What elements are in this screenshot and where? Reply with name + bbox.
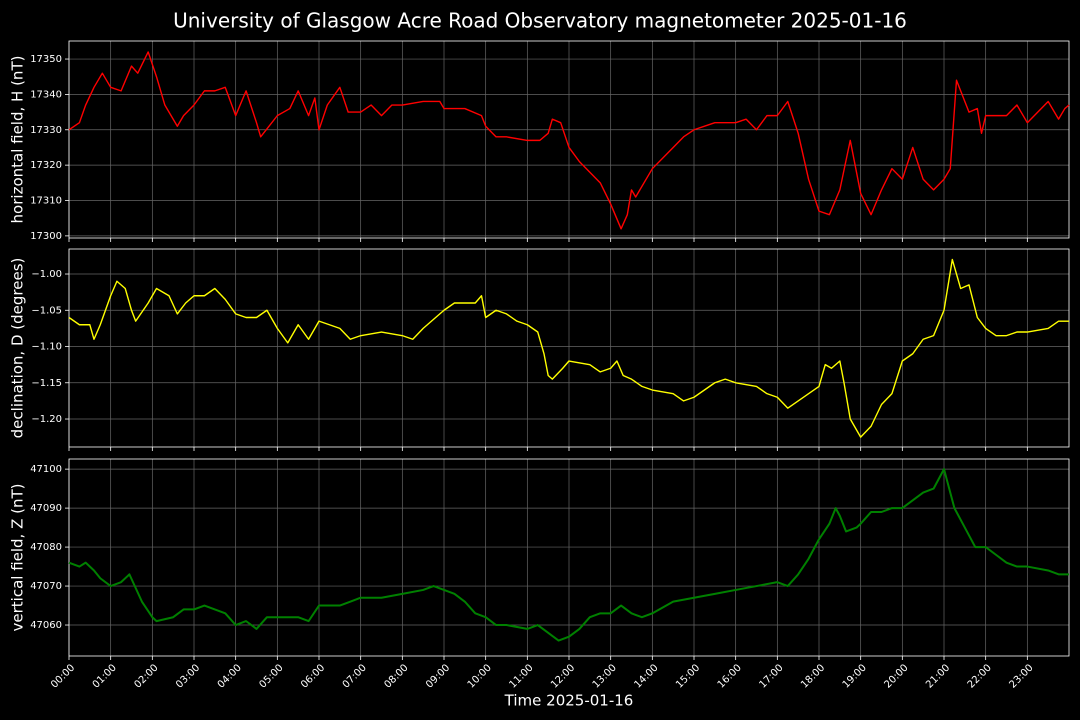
y-tick-label: 17340	[30, 89, 62, 100]
y-tick-label: 47070	[30, 581, 62, 592]
y-tick-label: −1.05	[31, 305, 62, 316]
data-line	[68, 468, 1069, 642]
y-tick-label: 17300	[30, 231, 62, 242]
y-tick-label: 17350	[30, 54, 62, 65]
y-axis-label: declination, D (degrees)	[9, 258, 27, 439]
y-tick-label: 47060	[30, 620, 62, 631]
data-line	[68, 258, 1069, 438]
x-axis-label: Time 2025-01-16	[504, 692, 634, 710]
y-tick-label: 47090	[30, 503, 62, 514]
y-tick-label: −1.00	[31, 269, 62, 280]
y-tick-label: 17320	[30, 160, 62, 171]
figure-title: University of Glasgow Acre Road Observat…	[173, 9, 907, 33]
y-axis-label: vertical field, Z (nT)	[9, 483, 27, 631]
y-tick-label: 47100	[30, 464, 62, 475]
y-tick-label: −1.10	[31, 342, 62, 353]
y-tick-label: −1.15	[31, 378, 62, 389]
y-tick-label: 17330	[30, 125, 62, 136]
y-tick-label: 17310	[30, 196, 62, 207]
y-tick-label: −1.20	[31, 414, 62, 425]
plot-frame	[68, 248, 1070, 448]
y-tick-label: 47080	[30, 542, 62, 553]
plot-frame	[68, 458, 1070, 657]
y-axis-label: horizontal field, H (nT)	[9, 56, 27, 224]
data-line	[68, 51, 1070, 230]
plot-frame	[68, 40, 1070, 239]
